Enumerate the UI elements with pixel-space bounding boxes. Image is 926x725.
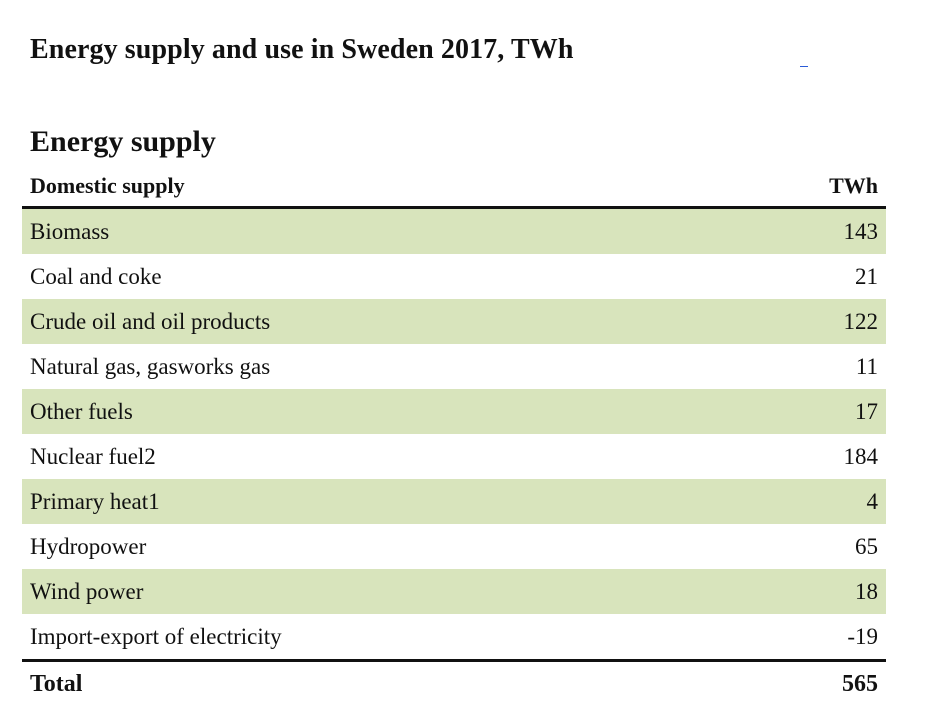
row-value: 184 [843,443,879,469]
row-label: Wind power [30,578,144,604]
column-header-unit: TWh [829,173,878,198]
row-label: Natural gas, gasworks gas [30,353,271,379]
total-row: Total 565 [22,662,886,706]
section-title: Energy supply [30,125,216,158]
row-value: 11 [855,353,878,379]
table-row: Wind power 18 [22,569,886,614]
row-value: 4 [866,488,879,514]
row-label: Import-export of electricity [30,623,282,649]
total-value: 565 [842,670,878,697]
row-label: Hydropower [30,533,147,559]
row-value: 18 [855,578,878,604]
total-rule [22,659,886,662]
page-title: Energy supply and use in Sweden 2017, TW… [30,34,574,65]
row-label: Nuclear fuel2 [30,443,156,469]
table-row: Primary heat1 4 [22,479,886,524]
row-label: Crude oil and oil products [30,308,271,334]
row-label: Coal and coke [30,263,162,289]
header-rule [22,206,886,209]
table-row: Natural gas, gasworks gas 11 [22,344,886,389]
row-label: Biomass [30,218,110,244]
total-label: Total [30,670,83,697]
row-value: 122 [843,308,879,334]
table-row: Import-export of electricity -19 [22,614,886,659]
link-underline[interactable] [800,66,808,67]
row-value: 143 [843,218,879,244]
row-value: 17 [855,398,878,424]
table-header: Domestic supply TWh [22,166,886,206]
column-header-label: Domestic supply [30,173,185,198]
row-value: -19 [847,623,878,649]
row-value: 21 [855,263,878,289]
table-row: Nuclear fuel2 184 [22,434,886,479]
row-label: Other fuels [30,398,133,424]
table-row: Crude oil and oil products 122 [22,299,886,344]
table-row: Coal and coke 21 [22,254,886,299]
row-label: Primary heat1 [30,488,160,514]
table-row: Biomass 143 [22,209,886,254]
table-row: Other fuels 17 [22,389,886,434]
row-value: 65 [855,533,878,559]
table-row: Hydropower 65 [22,524,886,569]
energy-supply-table: Domestic supply TWh Biomass 143 Coal and… [22,166,886,706]
